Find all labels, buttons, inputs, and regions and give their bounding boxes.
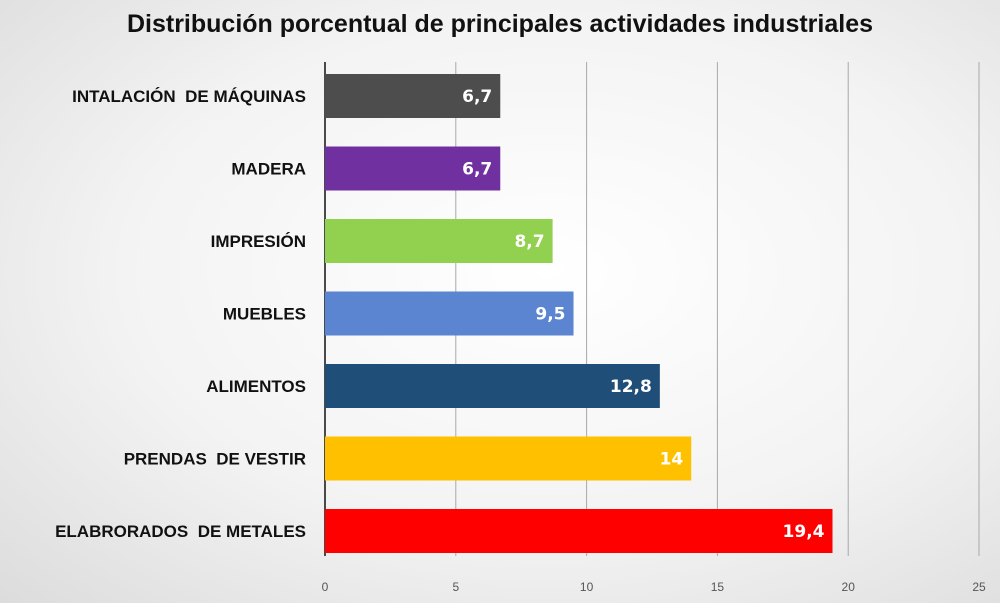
value-label-1: 6,7 (462, 160, 492, 180)
x-tick-label-20: 20 (842, 580, 856, 594)
bar-6 (325, 509, 833, 553)
value-label-2: 8,7 (514, 232, 544, 252)
value-label-6: 19,4 (783, 522, 825, 542)
category-label-2: IMPRESIÓN (211, 232, 306, 251)
bar-3 (325, 291, 574, 336)
bar-0 (325, 74, 501, 118)
value-label-3: 9,5 (535, 305, 565, 325)
category-label-4: ALIMENTOS (206, 377, 306, 396)
bar-4 (325, 364, 660, 408)
category-label-3: MUEBLES (223, 305, 306, 324)
bar-1 (325, 146, 501, 191)
chart-title: Distribución porcentual de principales a… (126, 10, 874, 38)
x-tick-label-0: 0 (322, 580, 329, 594)
value-label-4: 12,8 (610, 377, 652, 397)
bar-5 (325, 436, 692, 481)
x-tick-label-15: 15 (711, 580, 725, 594)
value-label-0: 6,7 (462, 87, 492, 107)
x-tick-label-25: 25 (972, 580, 986, 594)
value-label-5: 14 (660, 450, 684, 470)
category-label-6: ELABRORADOS DE METALES (55, 522, 306, 541)
bar-2 (325, 219, 553, 263)
x-tick-label-10: 10 (580, 580, 594, 594)
category-label-5: PRENDAS DE VESTIR (124, 450, 306, 469)
category-label-0: INTALACIÓN DE MÁQUINAS (72, 87, 306, 106)
category-label-1: MADERA (231, 160, 306, 179)
x-tick-label-5: 5 (452, 580, 459, 594)
